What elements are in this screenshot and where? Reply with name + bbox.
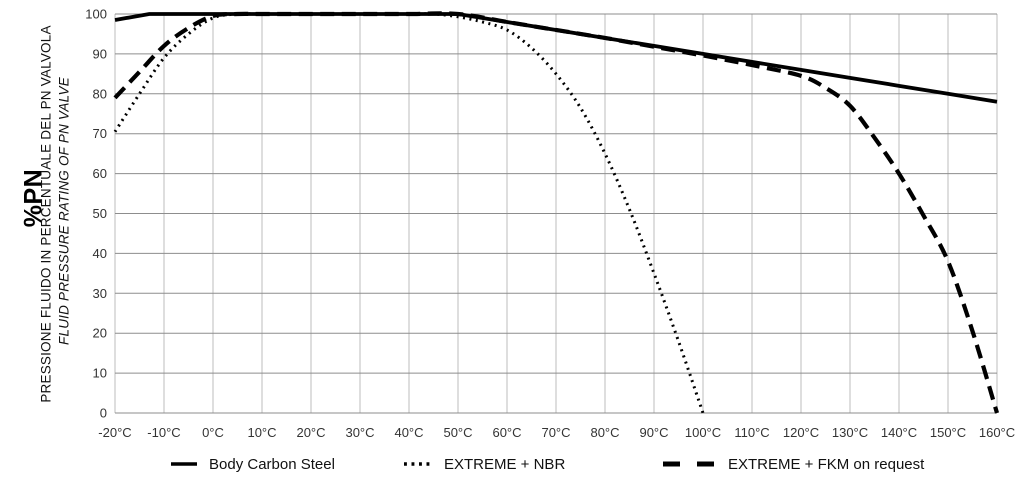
dotted-line-swatch-icon (403, 459, 433, 469)
y-tick-label: 60 (93, 166, 107, 181)
x-tick-label: 70°C (541, 425, 570, 440)
x-tick-label: 90°C (639, 425, 668, 440)
y-tick-label: 0 (100, 406, 107, 421)
legend-label: EXTREME + FKM on request (728, 455, 925, 473)
x-tick-label: 60°C (492, 425, 521, 440)
x-tick-label: -10°C (147, 425, 180, 440)
legend: Body Carbon Steel EXTREME + NBR EXTREME … (0, 448, 1024, 480)
y-tick-label: 20 (93, 326, 107, 341)
solid-line-swatch-icon (170, 459, 198, 469)
legend-item-extreme-fkm: EXTREME + FKM on request (662, 448, 924, 480)
series-line-solid (114, 12, 998, 104)
legend-label: Body Carbon Steel (209, 455, 335, 473)
legend-label: EXTREME + NBR (444, 455, 566, 473)
x-tick-label: 130°C (832, 425, 868, 440)
x-tick-label: 140°C (881, 425, 917, 440)
y-tick-label: 10 (93, 366, 107, 381)
y-tick-label: 80 (93, 86, 107, 101)
y-tick-label: 40 (93, 246, 107, 261)
dashed-line-swatch-icon (662, 459, 717, 469)
y-tick-label: 100 (85, 7, 107, 22)
x-tick-label: 30°C (345, 425, 374, 440)
x-tick-label: 0°C (202, 425, 224, 440)
x-tick-label: 120°C (783, 425, 819, 440)
x-tick-label: 100°C (685, 425, 721, 440)
plot-area: 0 10 20 30 40 50 60 70 80 90 100 -20°C -10°C 0°C 10°C 2… (85, 7, 1015, 441)
x-tick-label: 80°C (590, 425, 619, 440)
y-axis-tick-labels: 0 10 20 30 40 50 60 70 80 90 100 (85, 7, 107, 421)
gridlines (114, 13, 998, 414)
legend-item-body-carbon-steel: Body Carbon Steel (170, 448, 335, 480)
x-axis-tick-labels: -20°C -10°C 0°C 10°C 20°C 30°C 40°C 50°C 60°C 70°… (98, 425, 1015, 440)
x-tick-label: 50°C (443, 425, 472, 440)
legend-item-extreme-nbr: EXTREME + NBR (403, 448, 565, 480)
x-tick-label: -20°C (98, 425, 131, 440)
x-tick-label: 110°C (734, 425, 769, 440)
x-tick-label: 40°C (394, 425, 423, 440)
x-tick-label: 160°C (979, 425, 1015, 440)
y-tick-label: 50 (93, 206, 107, 221)
x-tick-label: 20°C (296, 425, 325, 440)
y-tick-label: 90 (93, 46, 107, 61)
x-tick-label: 150°C (930, 425, 966, 440)
y-tick-label: 30 (93, 286, 107, 301)
x-tick-label: 10°C (247, 425, 276, 440)
y-tick-label: 70 (93, 126, 107, 141)
